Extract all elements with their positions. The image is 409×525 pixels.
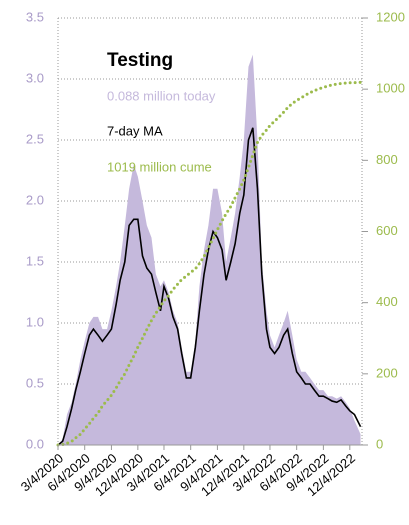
y2-tick-label: 1200 bbox=[376, 9, 405, 24]
y-tick-label: 1.5 bbox=[26, 253, 44, 268]
y2-tick-label: 800 bbox=[376, 152, 398, 167]
y-tick-label: 0.0 bbox=[26, 436, 44, 451]
y2-tick-label: 600 bbox=[376, 223, 398, 238]
y-tick-label: 3.5 bbox=[26, 9, 44, 24]
y-tick-label: 1.0 bbox=[26, 314, 44, 329]
y2-tick-label: 0 bbox=[376, 436, 383, 451]
annotation: Testing bbox=[107, 50, 173, 71]
y-tick-label: 3.0 bbox=[26, 70, 44, 85]
ma-line bbox=[57, 127, 362, 446]
y-tick-label: 0.5 bbox=[26, 375, 44, 390]
y2-tick-label: 200 bbox=[376, 365, 398, 380]
annotation: 1019 million cume bbox=[107, 159, 212, 174]
y-tick-label: 2.0 bbox=[26, 192, 44, 207]
y-tick-label: 2.5 bbox=[26, 131, 44, 146]
y2-tick-label: 1000 bbox=[376, 81, 405, 96]
y2-tick-label: 400 bbox=[376, 294, 398, 309]
annotation: 7-day MA bbox=[107, 123, 163, 138]
cume-line bbox=[56, 80, 363, 447]
annotation: 0.088 million today bbox=[107, 88, 216, 103]
daily-area bbox=[58, 54, 361, 445]
